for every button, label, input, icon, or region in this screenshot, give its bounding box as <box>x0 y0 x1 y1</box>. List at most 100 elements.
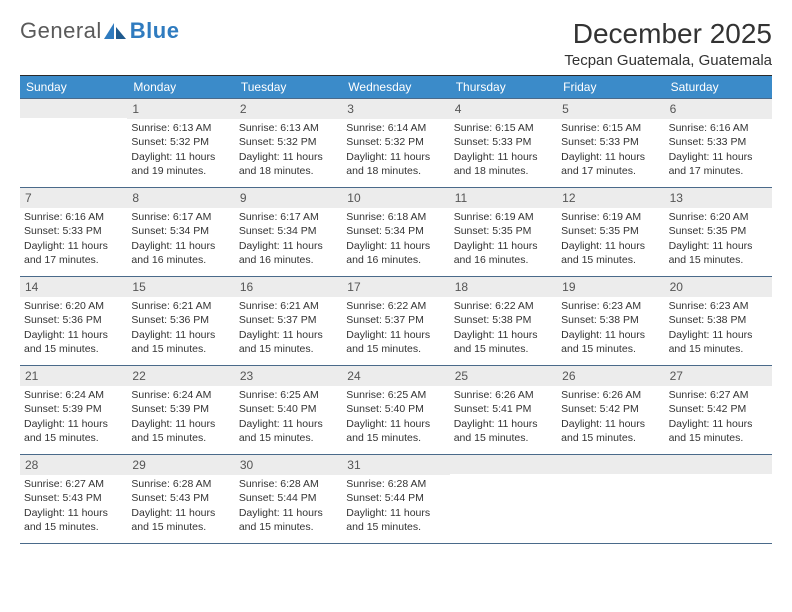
calendar-cell: 20Sunrise: 6:23 AMSunset: 5:38 PMDayligh… <box>665 276 772 365</box>
location: Tecpan Guatemala, Guatemala <box>564 52 772 69</box>
day-number: 20 <box>665 277 772 297</box>
day-info: Sunrise: 6:24 AMSunset: 5:39 PMDaylight:… <box>20 386 127 449</box>
calendar-cell: 23Sunrise: 6:25 AMSunset: 5:40 PMDayligh… <box>235 365 342 454</box>
day-info: Sunrise: 6:27 AMSunset: 5:42 PMDaylight:… <box>665 386 772 449</box>
day-number: 22 <box>127 366 234 386</box>
calendar-cell: 19Sunrise: 6:23 AMSunset: 5:38 PMDayligh… <box>557 276 664 365</box>
sunrise-line: Sunrise: 6:20 AM <box>24 299 123 313</box>
header: General Blue December 2025 Tecpan Guatem… <box>20 18 772 69</box>
sunset-line: Sunset: 5:32 PM <box>131 135 230 149</box>
sunrise-line: Sunrise: 6:20 AM <box>669 210 768 224</box>
calendar-cell: 1Sunrise: 6:13 AMSunset: 5:32 PMDaylight… <box>127 98 234 187</box>
daylight-line: Daylight: 11 hours and 15 minutes. <box>131 328 230 356</box>
day-number: 11 <box>450 188 557 208</box>
sunset-line: Sunset: 5:44 PM <box>346 491 445 505</box>
sunset-line: Sunset: 5:40 PM <box>346 402 445 416</box>
empty-daynum <box>665 455 772 474</box>
day-number: 13 <box>665 188 772 208</box>
daylight-line: Daylight: 11 hours and 16 minutes. <box>131 239 230 267</box>
sunset-line: Sunset: 5:35 PM <box>669 224 768 238</box>
daylight-line: Daylight: 11 hours and 15 minutes. <box>669 239 768 267</box>
daylight-line: Daylight: 11 hours and 15 minutes. <box>346 328 445 356</box>
calendar-cell <box>557 454 664 543</box>
calendar-grid: 1Sunrise: 6:13 AMSunset: 5:32 PMDaylight… <box>20 98 772 544</box>
day-info: Sunrise: 6:13 AMSunset: 5:32 PMDaylight:… <box>235 119 342 182</box>
sunrise-line: Sunrise: 6:25 AM <box>239 388 338 402</box>
month-title: December 2025 <box>564 18 772 50</box>
daylight-line: Daylight: 11 hours and 15 minutes. <box>454 328 553 356</box>
calendar-cell: 14Sunrise: 6:20 AMSunset: 5:36 PMDayligh… <box>20 276 127 365</box>
sunset-line: Sunset: 5:38 PM <box>561 313 660 327</box>
day-info: Sunrise: 6:15 AMSunset: 5:33 PMDaylight:… <box>557 119 664 182</box>
sunrise-line: Sunrise: 6:28 AM <box>239 477 338 491</box>
day-number: 16 <box>235 277 342 297</box>
calendar-cell: 9Sunrise: 6:17 AMSunset: 5:34 PMDaylight… <box>235 187 342 276</box>
daylight-line: Daylight: 11 hours and 17 minutes. <box>669 150 768 178</box>
sunrise-line: Sunrise: 6:25 AM <box>346 388 445 402</box>
day-number: 19 <box>557 277 664 297</box>
calendar-cell: 4Sunrise: 6:15 AMSunset: 5:33 PMDaylight… <box>450 98 557 187</box>
day-number: 30 <box>235 455 342 475</box>
daylight-line: Daylight: 11 hours and 15 minutes. <box>24 328 123 356</box>
sunrise-line: Sunrise: 6:26 AM <box>561 388 660 402</box>
daylight-line: Daylight: 11 hours and 18 minutes. <box>454 150 553 178</box>
sunrise-line: Sunrise: 6:16 AM <box>669 121 768 135</box>
calendar-cell: 11Sunrise: 6:19 AMSunset: 5:35 PMDayligh… <box>450 187 557 276</box>
sunset-line: Sunset: 5:35 PM <box>561 224 660 238</box>
sunrise-line: Sunrise: 6:24 AM <box>131 388 230 402</box>
calendar-cell: 8Sunrise: 6:17 AMSunset: 5:34 PMDaylight… <box>127 187 234 276</box>
sunrise-line: Sunrise: 6:14 AM <box>346 121 445 135</box>
day-number: 23 <box>235 366 342 386</box>
calendar-cell: 24Sunrise: 6:25 AMSunset: 5:40 PMDayligh… <box>342 365 449 454</box>
daylight-line: Daylight: 11 hours and 15 minutes. <box>561 417 660 445</box>
empty-daynum <box>20 99 127 118</box>
day-info: Sunrise: 6:17 AMSunset: 5:34 PMDaylight:… <box>127 208 234 271</box>
day-info: Sunrise: 6:22 AMSunset: 5:37 PMDaylight:… <box>342 297 449 360</box>
calendar-cell: 7Sunrise: 6:16 AMSunset: 5:33 PMDaylight… <box>20 187 127 276</box>
sunrise-line: Sunrise: 6:23 AM <box>669 299 768 313</box>
daylight-line: Daylight: 11 hours and 15 minutes. <box>131 506 230 534</box>
sunrise-line: Sunrise: 6:28 AM <box>131 477 230 491</box>
day-number: 18 <box>450 277 557 297</box>
sunrise-line: Sunrise: 6:24 AM <box>24 388 123 402</box>
sunset-line: Sunset: 5:34 PM <box>239 224 338 238</box>
day-info: Sunrise: 6:25 AMSunset: 5:40 PMDaylight:… <box>342 386 449 449</box>
day-number: 6 <box>665 99 772 119</box>
day-number: 14 <box>20 277 127 297</box>
day-number: 26 <box>557 366 664 386</box>
sunrise-line: Sunrise: 6:22 AM <box>454 299 553 313</box>
sunset-line: Sunset: 5:36 PM <box>131 313 230 327</box>
sunset-line: Sunset: 5:42 PM <box>669 402 768 416</box>
day-info: Sunrise: 6:23 AMSunset: 5:38 PMDaylight:… <box>665 297 772 360</box>
day-number: 15 <box>127 277 234 297</box>
day-info: Sunrise: 6:15 AMSunset: 5:33 PMDaylight:… <box>450 119 557 182</box>
sunrise-line: Sunrise: 6:13 AM <box>239 121 338 135</box>
calendar-cell: 28Sunrise: 6:27 AMSunset: 5:43 PMDayligh… <box>20 454 127 543</box>
daylight-line: Daylight: 11 hours and 15 minutes. <box>669 417 768 445</box>
weekday-header: SundayMondayTuesdayWednesdayThursdayFrid… <box>20 75 772 98</box>
daylight-line: Daylight: 11 hours and 18 minutes. <box>239 150 338 178</box>
sunrise-line: Sunrise: 6:19 AM <box>561 210 660 224</box>
sunrise-line: Sunrise: 6:17 AM <box>131 210 230 224</box>
day-info: Sunrise: 6:13 AMSunset: 5:32 PMDaylight:… <box>127 119 234 182</box>
sunrise-line: Sunrise: 6:27 AM <box>669 388 768 402</box>
sunset-line: Sunset: 5:37 PM <box>239 313 338 327</box>
day-info: Sunrise: 6:19 AMSunset: 5:35 PMDaylight:… <box>557 208 664 271</box>
day-number: 12 <box>557 188 664 208</box>
calendar-cell: 31Sunrise: 6:28 AMSunset: 5:44 PMDayligh… <box>342 454 449 543</box>
sunset-line: Sunset: 5:39 PM <box>131 402 230 416</box>
day-info: Sunrise: 6:28 AMSunset: 5:44 PMDaylight:… <box>342 475 449 538</box>
day-info: Sunrise: 6:22 AMSunset: 5:38 PMDaylight:… <box>450 297 557 360</box>
day-number: 9 <box>235 188 342 208</box>
day-info: Sunrise: 6:26 AMSunset: 5:41 PMDaylight:… <box>450 386 557 449</box>
calendar-cell: 3Sunrise: 6:14 AMSunset: 5:32 PMDaylight… <box>342 98 449 187</box>
calendar-cell: 29Sunrise: 6:28 AMSunset: 5:43 PMDayligh… <box>127 454 234 543</box>
calendar-cell: 27Sunrise: 6:27 AMSunset: 5:42 PMDayligh… <box>665 365 772 454</box>
sunset-line: Sunset: 5:43 PM <box>24 491 123 505</box>
daylight-line: Daylight: 11 hours and 16 minutes. <box>454 239 553 267</box>
day-number: 8 <box>127 188 234 208</box>
daylight-line: Daylight: 11 hours and 15 minutes. <box>131 417 230 445</box>
daylight-line: Daylight: 11 hours and 17 minutes. <box>24 239 123 267</box>
sunrise-line: Sunrise: 6:26 AM <box>454 388 553 402</box>
sunrise-line: Sunrise: 6:27 AM <box>24 477 123 491</box>
